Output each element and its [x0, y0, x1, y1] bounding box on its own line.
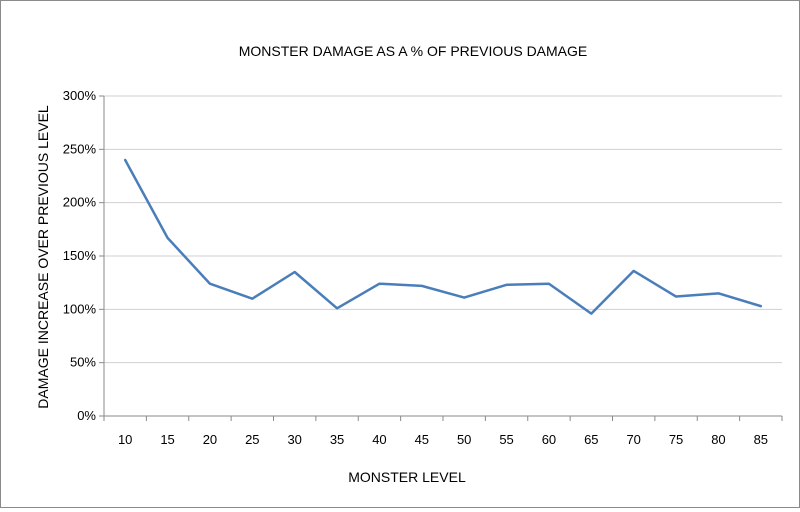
- x-tick-label: 35: [330, 432, 344, 447]
- y-tick-labels: 0% 50% 100% 150% 200% 250% 300%: [63, 88, 97, 423]
- x-tick-label: 40: [372, 432, 386, 447]
- x-tick-label: 10: [118, 432, 132, 447]
- chart-title: MONSTER DAMAGE AS A % OF PREVIOUS DAMAGE: [239, 43, 588, 59]
- y-tick-label: 200%: [63, 195, 97, 210]
- x-axis-title: MONSTER LEVEL: [348, 469, 466, 485]
- y-tick-label: 150%: [63, 248, 97, 263]
- data-point: [632, 269, 636, 273]
- y-axis-title: DAMAGE INCREASE OVER PREVIOUS LEVEL: [35, 105, 51, 409]
- x-tick-label: 25: [245, 432, 259, 447]
- data-point: [547, 282, 551, 286]
- data-point: [759, 304, 763, 308]
- data-point: [462, 296, 466, 300]
- gridlines: [99, 95, 782, 417]
- series-group: [123, 158, 763, 316]
- data-point: [716, 291, 720, 295]
- data-point: [250, 297, 254, 301]
- x-tick-label: 60: [542, 432, 556, 447]
- x-tick-label: 30: [287, 432, 301, 447]
- data-point: [505, 283, 509, 287]
- y-tick-label: 250%: [63, 141, 97, 156]
- data-point: [335, 306, 339, 310]
- x-tick-label: 45: [415, 432, 429, 447]
- data-point: [293, 270, 297, 274]
- data-point: [377, 282, 381, 286]
- y-tick-label: 50%: [70, 355, 96, 370]
- x-tick-label: 15: [160, 432, 174, 447]
- data-point: [589, 312, 593, 316]
- series-line: [123, 158, 763, 315]
- y-tick-label: 300%: [63, 88, 97, 103]
- data-point: [123, 158, 127, 162]
- data-point: [420, 284, 424, 288]
- x-tick-labels: 10 15 20 25 30 35 40 45 50 55 60 65 70 75 80 85: [118, 432, 768, 447]
- y-tick-label: 0%: [77, 408, 96, 423]
- x-tick-label: 80: [711, 432, 725, 447]
- data-point: [208, 282, 212, 286]
- x-tick-label: 50: [457, 432, 471, 447]
- x-tick-label: 55: [499, 432, 513, 447]
- x-tick-label: 65: [584, 432, 598, 447]
- x-tick-label: 70: [626, 432, 640, 447]
- y-tick-label: 100%: [63, 301, 97, 316]
- data-point: [674, 295, 678, 299]
- data-point: [166, 236, 170, 240]
- x-axis: [103, 96, 783, 421]
- x-tick-label: 85: [754, 432, 768, 447]
- x-tick-label: 75: [669, 432, 683, 447]
- x-tick-label: 20: [203, 432, 217, 447]
